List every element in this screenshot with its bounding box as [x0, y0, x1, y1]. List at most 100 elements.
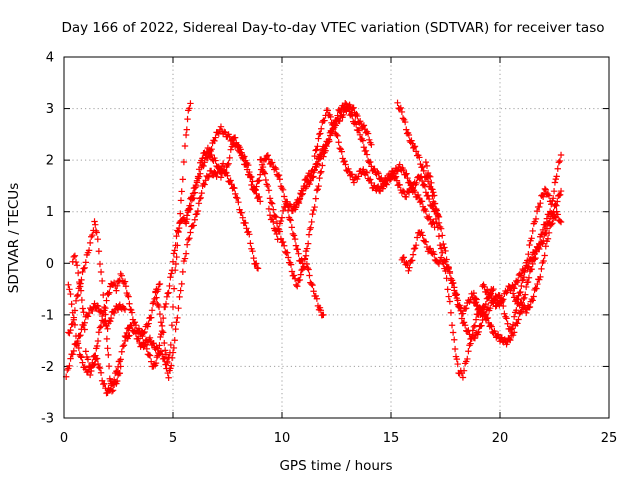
data-point	[236, 144, 243, 151]
x-tick-label: 15	[383, 431, 400, 446]
data-point	[266, 212, 274, 219]
data-point	[375, 187, 383, 194]
data-point	[486, 305, 494, 312]
data-point	[532, 215, 540, 223]
data-point	[178, 188, 185, 195]
data-point	[121, 278, 129, 285]
data-point	[224, 161, 231, 169]
data-point	[465, 348, 472, 355]
data-point	[81, 319, 88, 326]
data-point	[507, 326, 515, 333]
data-point	[405, 189, 413, 196]
data-point	[465, 327, 472, 334]
data-point	[95, 329, 103, 336]
data-point	[110, 279, 118, 287]
data-point	[524, 278, 532, 286]
data-point	[455, 302, 462, 310]
data-point	[243, 225, 250, 232]
data-point	[274, 172, 282, 180]
data-point	[173, 319, 180, 326]
data-point	[110, 309, 118, 317]
data-point	[466, 331, 473, 338]
data-point	[165, 374, 172, 381]
data-point	[539, 240, 546, 247]
data-point	[256, 177, 263, 184]
data-point	[159, 314, 167, 322]
data-point	[285, 254, 292, 261]
data-point	[498, 296, 506, 304]
data-point	[334, 132, 341, 140]
data-point	[278, 214, 286, 221]
data-point	[477, 306, 484, 313]
data-point	[410, 143, 418, 151]
data-point	[135, 335, 142, 342]
data-point	[72, 297, 80, 305]
data-point	[106, 289, 113, 296]
data-point	[408, 137, 415, 144]
data-point	[500, 302, 507, 310]
data-point	[96, 260, 104, 268]
data-point	[517, 309, 524, 316]
data-point	[300, 263, 307, 271]
data-point	[274, 236, 281, 243]
data-point	[279, 186, 287, 194]
data-point	[298, 191, 306, 198]
data-point	[128, 322, 135, 329]
x-tick-label: 10	[274, 431, 291, 446]
data-point	[553, 202, 560, 209]
data-point	[348, 171, 356, 178]
data-point	[264, 152, 272, 159]
data-point	[194, 175, 202, 182]
data-point	[548, 221, 555, 228]
data-point	[172, 325, 179, 333]
data-point	[402, 171, 409, 178]
data-point	[107, 314, 115, 322]
data-point	[555, 159, 563, 166]
data-point	[249, 247, 256, 255]
data-point	[265, 156, 273, 163]
data-point	[464, 355, 471, 363]
data-point	[172, 242, 179, 249]
data-point	[177, 210, 184, 217]
data-point	[408, 184, 416, 191]
data-point	[176, 293, 183, 301]
data-point	[288, 224, 296, 231]
data-point	[458, 315, 466, 322]
data-point	[270, 218, 277, 226]
data-point	[425, 172, 433, 180]
data-point	[156, 342, 163, 349]
data-point	[316, 130, 323, 138]
data-point	[296, 276, 304, 284]
data-point	[362, 147, 370, 154]
data-point	[343, 107, 350, 114]
data-series	[121, 100, 194, 372]
data-point	[162, 300, 170, 308]
data-series	[152, 160, 262, 381]
data-point	[182, 250, 190, 257]
data-point	[314, 161, 321, 168]
data-point	[238, 209, 245, 216]
data-point	[270, 206, 277, 213]
data-point	[451, 336, 458, 343]
data-point	[157, 333, 164, 341]
data-point	[67, 290, 74, 298]
data-point	[412, 241, 420, 249]
data-point	[315, 135, 322, 142]
data-point	[222, 129, 229, 136]
data-point	[167, 365, 174, 372]
data-point	[168, 267, 176, 274]
data-point	[217, 174, 225, 181]
data-point	[187, 100, 194, 107]
data-point	[318, 125, 325, 132]
data-point	[497, 335, 505, 342]
data-point	[84, 368, 92, 375]
data-point	[387, 175, 395, 183]
data-point	[537, 273, 544, 281]
data-point	[169, 303, 177, 311]
data-point	[531, 218, 539, 225]
data-point	[419, 163, 426, 171]
data-point	[208, 145, 215, 153]
data-point	[295, 199, 303, 207]
data-point	[79, 268, 86, 276]
data-point	[89, 231, 96, 239]
